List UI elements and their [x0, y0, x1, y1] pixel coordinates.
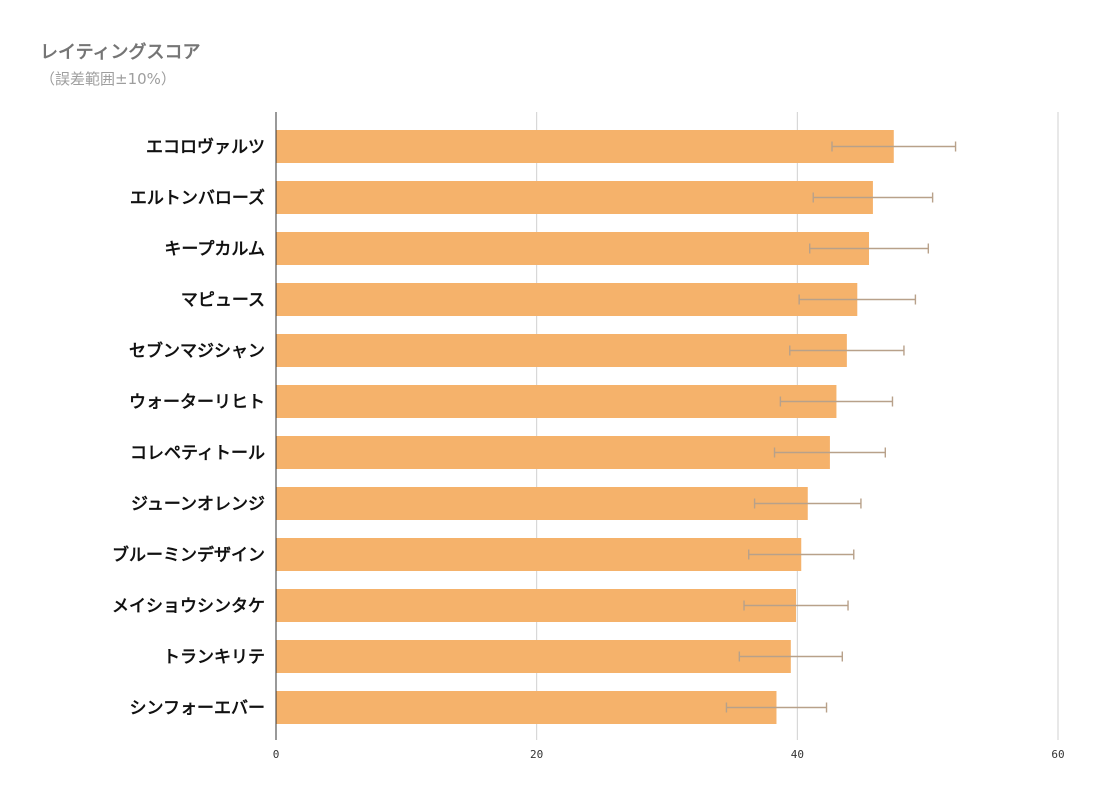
error-bar-2: [809, 243, 930, 254]
category-label-0: エコロヴァルツ: [146, 137, 265, 158]
bars: [276, 130, 894, 724]
category-label-2: キープカルム: [164, 239, 265, 260]
bar-9: [276, 589, 797, 622]
x-tick-label-1: 20: [530, 748, 543, 761]
bar-0: [276, 130, 894, 163]
bar-7: [276, 487, 808, 520]
category-label-4: セブンマジシャン: [129, 341, 265, 362]
category-label-8: ブルーミンデザイン: [112, 545, 265, 566]
error-bar-0: [831, 141, 957, 152]
x-tick-label-0: 0: [273, 748, 280, 761]
grid-lines: [536, 112, 1059, 740]
category-labels: エコロヴァルツエルトンバローズキープカルムマピュースセブンマジシャンウォーターリ…: [112, 137, 265, 719]
error-bar-4: [789, 345, 905, 356]
bar-6: [276, 436, 830, 469]
category-label-7: ジューンオレンジ: [131, 495, 265, 515]
bar-2: [276, 232, 870, 265]
category-label-3: マピュース: [181, 291, 265, 311]
category-label-10: トランキリテ: [163, 648, 265, 668]
error-bar-6: [773, 447, 887, 458]
error-bar-3: [798, 294, 917, 305]
x-tick-label-2: 40: [791, 748, 804, 761]
bar-11: [276, 691, 777, 724]
chart-subtitle: （誤差範囲±10%）: [40, 70, 176, 88]
category-label-11: シンフォーエバー: [130, 699, 266, 719]
error-bar-1: [812, 192, 934, 203]
error-bar-8: [748, 549, 855, 560]
x-tick-label-3: 60: [1051, 748, 1064, 761]
error-bars: [725, 141, 957, 713]
category-label-5: ウォーターリヒト: [129, 393, 265, 413]
category-label-6: コレペティトール: [130, 444, 265, 464]
error-bar-9: [743, 600, 849, 611]
bar-3: [276, 283, 858, 316]
error-bar-7: [753, 498, 862, 509]
category-label-9: メイショウシンタケ: [112, 597, 265, 617]
bar-1: [276, 181, 873, 214]
error-bar-10: [738, 651, 843, 662]
category-label-1: エルトンバローズ: [130, 188, 265, 209]
bar-5: [276, 385, 837, 418]
bar-10: [276, 640, 791, 673]
error-bar-11: [725, 702, 828, 713]
bar-4: [276, 334, 847, 367]
bar-8: [276, 538, 802, 571]
chart-title: レイティングスコア: [40, 42, 201, 63]
x-axis-ticks: 0 20 40 60: [273, 748, 1065, 761]
error-bar-5: [779, 396, 894, 407]
